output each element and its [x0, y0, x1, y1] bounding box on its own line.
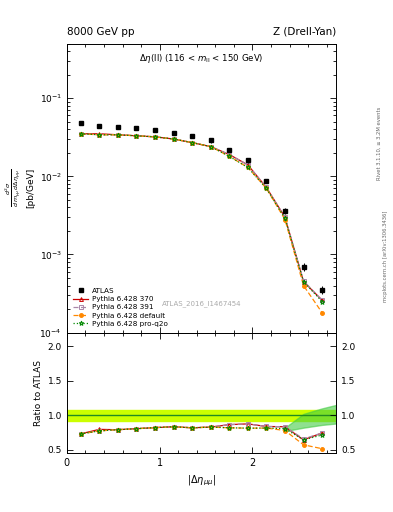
Text: Rivet 3.1.10, ≥ 3.2M events: Rivet 3.1.10, ≥ 3.2M events	[377, 106, 382, 180]
Text: Z (Drell-Yan): Z (Drell-Yan)	[273, 27, 336, 37]
Text: mcplots.cern.ch [arXiv:1306.3436]: mcplots.cern.ch [arXiv:1306.3436]	[384, 210, 388, 302]
Y-axis label: Ratio to ATLAS: Ratio to ATLAS	[35, 360, 43, 426]
Bar	[67, 410, 336, 421]
Text: ATLAS_2016_I1467454: ATLAS_2016_I1467454	[162, 301, 241, 307]
Text: 8000 GeV pp: 8000 GeV pp	[67, 27, 134, 37]
Legend: ATLAS, Pythia 6.428 370, Pythia 6.428 391, Pythia 6.428 default, Pythia 6.428 pr: ATLAS, Pythia 6.428 370, Pythia 6.428 39…	[70, 286, 170, 329]
Text: $\Delta\eta(\mathrm{ll})$ (116 < $m_{\mathrm{ll}}$ < 150 GeV): $\Delta\eta(\mathrm{ll})$ (116 < $m_{\ma…	[139, 52, 264, 65]
X-axis label: $|\Delta\eta_{\mu\mu}|$: $|\Delta\eta_{\mu\mu}|$	[187, 474, 216, 488]
Y-axis label: $\frac{d^2\sigma}{d\,m_{\mu\mu}\,d\Delta\eta_{\mu\mu}}$
[pb/GeV]: $\frac{d^2\sigma}{d\,m_{\mu\mu}\,d\Delta…	[3, 168, 35, 208]
